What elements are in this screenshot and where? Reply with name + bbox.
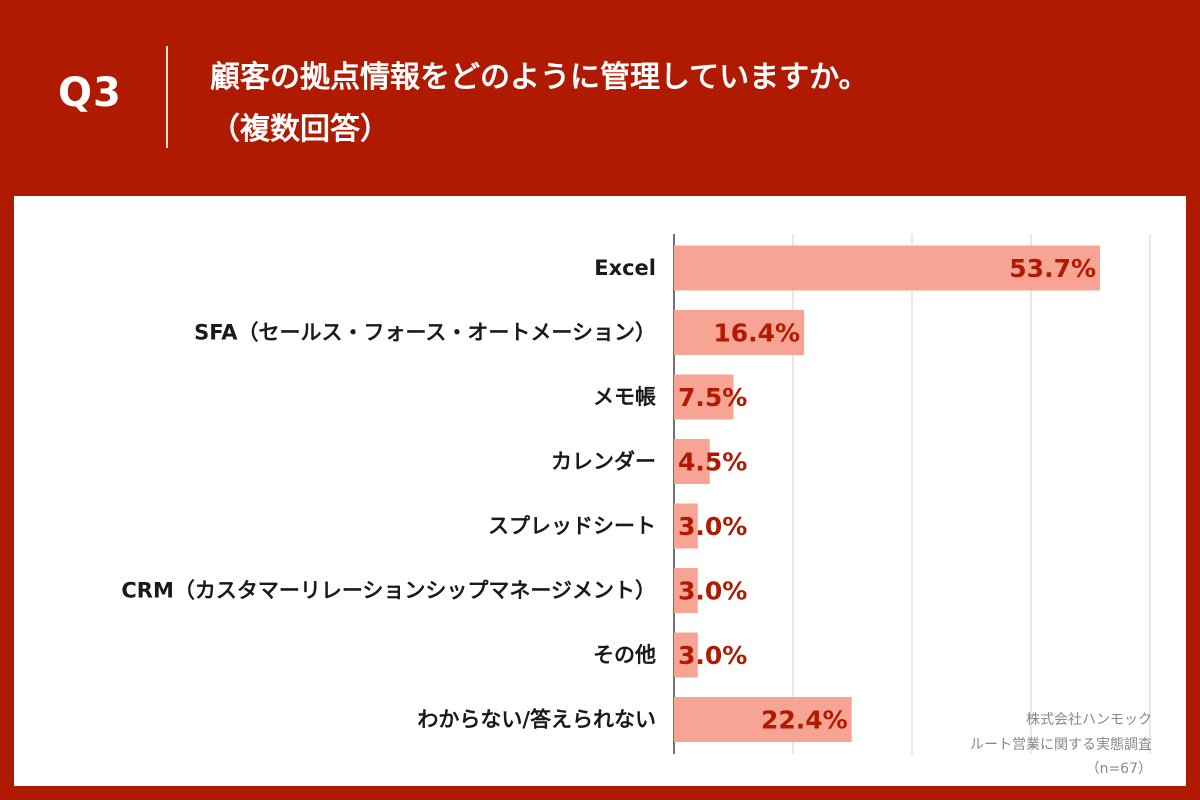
header: Q3 顧客の拠点情報をどのように管理していますか。 （複数回答） <box>0 0 1200 195</box>
value-label-1: 16.4% <box>713 319 800 348</box>
value-label-2: 7.5% <box>678 383 747 412</box>
bar-7 <box>674 697 852 742</box>
value-label-7: 22.4% <box>761 706 848 735</box>
value-label-0: 53.7% <box>1009 254 1096 283</box>
question-number: Q3 <box>58 70 122 116</box>
category-label-7: わからない/答えられない <box>417 708 656 732</box>
category-label-4: スプレッドシート <box>488 514 656 538</box>
bar-2 <box>674 374 734 420</box>
value-label-4: 3.0% <box>678 512 747 541</box>
question-title-line1: 顧客の拠点情報をどのように管理していますか。 <box>210 60 869 95</box>
question-title: 顧客の拠点情報をどのように管理していますか。 （複数回答） <box>210 52 1170 156</box>
category-label-0: Excel <box>594 256 656 280</box>
bar-6 <box>674 632 698 678</box>
bar-4 <box>674 503 698 549</box>
category-label-2: メモ帳 <box>593 385 656 409</box>
bar-1 <box>674 310 805 355</box>
bar-chart: Excel 53.7% SFA（セールス・フォース・オートメーション） 16.4% メモ… <box>121 234 1152 777</box>
category-label-5: CRM（カスタマーリレーションシップマネージメント） <box>121 579 656 603</box>
bar-3 <box>674 439 710 484</box>
bar-5 <box>674 568 698 613</box>
header-divider <box>166 46 168 148</box>
chart-panel: Excel 53.7% SFA（セールス・フォース・オートメーション） 16.4% メモ… <box>14 196 1186 786</box>
question-title-line2: （複数回答） <box>210 112 390 147</box>
source-survey: ルート営業に関する実態調査 <box>970 737 1152 753</box>
source-sample: （n=67） <box>1086 761 1152 777</box>
value-label-3: 4.5% <box>678 448 747 477</box>
label-layer: Excel 53.7% SFA（セールス・フォース・オートメーション） 16.4% メモ… <box>121 254 1096 735</box>
category-label-3: カレンダー <box>551 450 656 474</box>
value-label-5: 3.0% <box>678 577 747 606</box>
category-label-1: SFA（セールス・フォース・オートメーション） <box>194 321 656 345</box>
source-company: 株式会社ハンモック <box>1026 712 1152 728</box>
value-label-6: 3.0% <box>678 641 747 670</box>
bar-0 <box>674 245 1101 291</box>
bar-layer <box>674 245 1101 742</box>
category-label-6: その他 <box>593 643 656 667</box>
